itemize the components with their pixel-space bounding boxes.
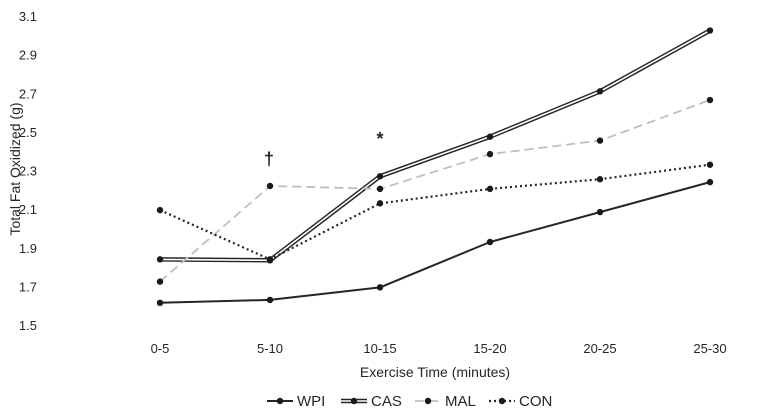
- y-tick-label: 2.3: [19, 164, 37, 179]
- x-tick-label: 25-30: [693, 341, 726, 356]
- series-con: [156, 161, 714, 263]
- data-point-cas: [596, 88, 604, 95]
- y-tick-label: 2.5: [19, 125, 37, 140]
- data-point-wpi: [486, 238, 494, 246]
- legend-item-mal: MAL: [415, 393, 476, 410]
- data-point-mal: [156, 278, 164, 285]
- data-point-con: [596, 176, 604, 183]
- data-point-con: [706, 161, 714, 168]
- data-point-mal: [266, 182, 274, 190]
- data-point-cas: [486, 133, 494, 140]
- x-axis-ticks: 0-5 5-10 10-15 15-20 20-25 25-30: [151, 341, 727, 356]
- y-tick-label: 2.9: [19, 48, 37, 63]
- x-tick-label: 5-10: [257, 341, 283, 356]
- data-point-wpi: [376, 284, 384, 291]
- y-tick-label: 2.1: [19, 202, 37, 217]
- data-point-wpi: [156, 299, 164, 307]
- data-point-mal: [706, 96, 714, 104]
- x-tick-label: 0-5: [151, 341, 170, 356]
- data-point-mal: [486, 150, 494, 158]
- y-axis-ticks: 1.5 1.7 1.9 2.1 2.3 2.5 2.7 2.9 3.1: [19, 9, 37, 333]
- series-con-line: [159, 163, 711, 261]
- series-cas-line-inner: [159, 29, 711, 262]
- legend-label: WPI: [297, 393, 325, 410]
- y-tick-label: 1.9: [19, 241, 37, 256]
- data-point-wpi: [266, 296, 274, 304]
- data-point-con: [266, 256, 274, 263]
- legend-item-cas: CAS: [341, 393, 402, 410]
- series-mal: [156, 96, 714, 285]
- series-lines: [156, 27, 714, 307]
- y-tick-label: 3.1: [19, 9, 37, 24]
- x-tick-label: 20-25: [583, 341, 616, 356]
- data-point-cas: [376, 173, 384, 180]
- x-tick-label: 10-15: [363, 341, 396, 356]
- y-tick-label: 1.7: [19, 279, 37, 294]
- x-tick-label: 15-20: [473, 341, 506, 356]
- legend-marker-con: [498, 397, 506, 405]
- y-axis-title: Total Fat Oxidized (g): [7, 102, 23, 235]
- data-point-wpi: [596, 208, 604, 216]
- x-axis-title: Exercise Time (minutes): [360, 364, 510, 380]
- data-point-con: [376, 200, 384, 207]
- data-point-con: [156, 206, 164, 214]
- data-point-cas: [156, 256, 164, 263]
- data-point-cas: [706, 27, 714, 34]
- y-tick-label: 2.7: [19, 86, 37, 101]
- data-point-mal: [596, 137, 604, 144]
- data-point-mal: [376, 185, 384, 193]
- legend-label: CAS: [371, 393, 402, 410]
- series-wpi: [156, 178, 714, 307]
- legend-label: CON: [519, 393, 552, 410]
- significance-marker: †: [264, 149, 274, 169]
- legend-marker-wpi: [276, 397, 284, 405]
- significance-marker: *: [376, 129, 383, 149]
- legend-item-wpi: WPI: [267, 393, 325, 410]
- y-tick-label: 1.5: [19, 318, 37, 333]
- series-mal-line: [159, 99, 711, 283]
- legend: WPI CAS MAL CON: [267, 393, 552, 410]
- annotations: †*: [264, 129, 384, 169]
- legend-marker-cas: [350, 397, 358, 405]
- legend-label: MAL: [445, 393, 476, 410]
- data-point-wpi: [706, 178, 714, 186]
- series-cas-line-outer: [159, 28, 712, 263]
- data-point-con: [486, 185, 494, 193]
- legend-marker-mal: [424, 397, 432, 405]
- series-cas: [156, 27, 714, 264]
- legend-item-con: CON: [489, 393, 552, 410]
- series-wpi-line: [159, 181, 711, 304]
